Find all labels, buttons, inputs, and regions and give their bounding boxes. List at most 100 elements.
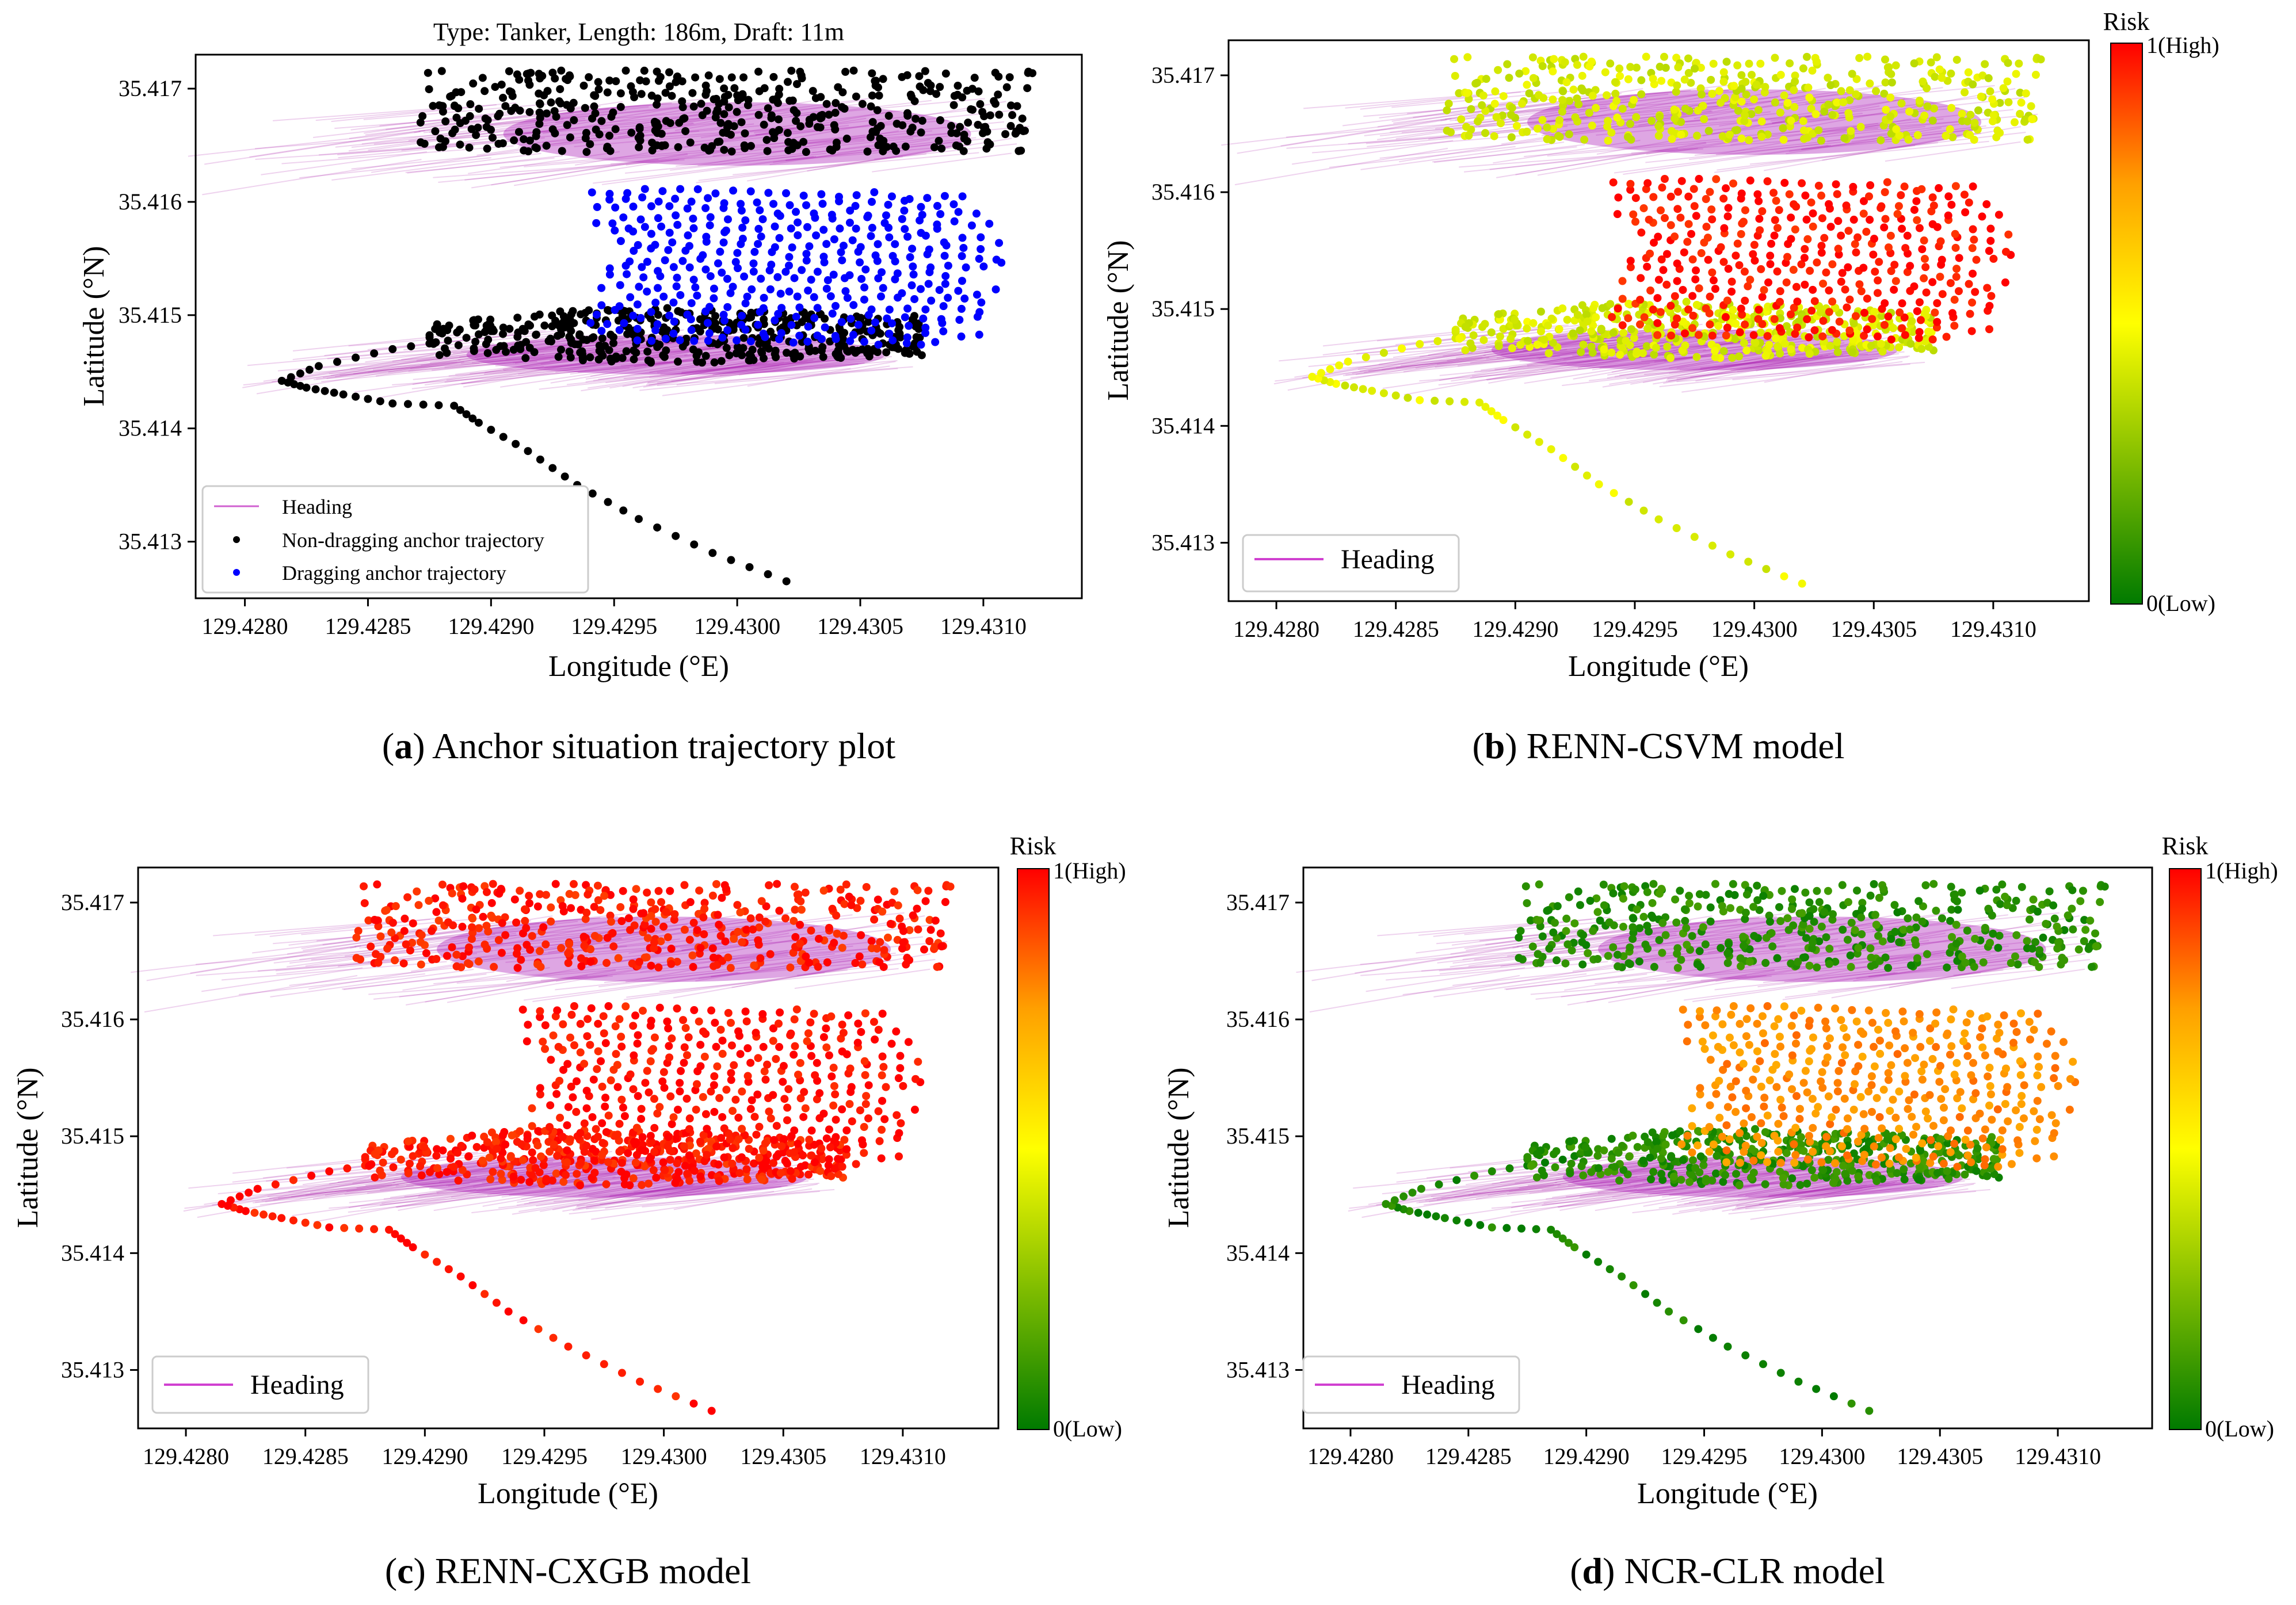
trajectory-point	[905, 194, 914, 203]
trajectory-point	[715, 1177, 723, 1186]
trajectory-point	[710, 358, 719, 367]
trajectory-point	[746, 142, 755, 150]
trajectory-point	[577, 962, 586, 970]
trajectory-point	[828, 309, 837, 318]
trajectory-point	[602, 1128, 611, 1136]
trajectory-point	[681, 1161, 689, 1170]
trajectory-point	[633, 1040, 642, 1048]
trajectory-point	[936, 929, 945, 938]
trajectory-point	[535, 310, 544, 319]
trajectory-point	[1002, 83, 1011, 91]
y-tick-label: 35.417	[61, 889, 124, 915]
heading-line	[1514, 90, 1729, 115]
trajectory-point	[692, 351, 701, 360]
trajectory-point	[673, 220, 682, 229]
trajectory-point	[1717, 98, 1725, 107]
trajectory-point	[390, 1147, 399, 1156]
heading-line	[1638, 94, 1809, 126]
heading-line	[676, 144, 884, 167]
trajectory-point	[650, 938, 659, 947]
trajectory-point	[478, 74, 487, 82]
trajectory-point	[822, 100, 831, 108]
heading-line	[1885, 141, 2021, 162]
trajectory-point	[1691, 275, 1700, 284]
trajectory-point	[791, 933, 800, 941]
trajectory-point	[1737, 71, 1746, 79]
trajectory-point	[1958, 109, 1966, 118]
trajectory-point	[1877, 136, 1885, 144]
trajectory-point	[1727, 287, 1736, 296]
trajectory-point	[802, 250, 811, 258]
trajectory-point	[1528, 53, 1537, 62]
trajectory-point	[1955, 254, 1963, 262]
trajectory-point	[885, 330, 894, 338]
trajectory-point	[1897, 191, 1905, 200]
trajectory-point	[535, 947, 544, 956]
trajectory-point	[472, 905, 480, 914]
trajectory-point	[659, 1158, 668, 1167]
trajectory-point	[972, 291, 981, 299]
heading-line	[1589, 357, 1806, 381]
heading-line	[1391, 101, 1520, 122]
trajectory-point	[715, 75, 724, 83]
heading-line	[1679, 355, 1823, 370]
trajectory-point	[725, 351, 734, 360]
trajectory-point	[720, 84, 729, 93]
trajectory-point	[1946, 279, 1955, 288]
trajectory-point	[692, 1105, 700, 1114]
trajectory-point	[1875, 258, 1883, 266]
trajectory-point	[746, 1105, 755, 1113]
trajectory-point	[1654, 122, 1663, 131]
trajectory-point	[388, 345, 397, 353]
trajectory-point	[901, 142, 910, 151]
trajectory-point	[733, 108, 741, 116]
heading-line	[334, 353, 485, 377]
trajectory-point	[782, 577, 791, 586]
trajectory-point	[525, 343, 534, 352]
trajectory-point	[1658, 184, 1666, 192]
trajectory-point	[444, 337, 452, 345]
trajectory-point	[1826, 223, 1835, 231]
trajectory-point	[1667, 127, 1676, 135]
trajectory-point	[621, 66, 630, 75]
trajectory-point	[620, 1112, 629, 1121]
trajectory-point	[525, 108, 534, 116]
trajectory-point	[734, 1027, 743, 1035]
trajectory-point	[1960, 190, 1969, 199]
trajectory-point	[690, 1006, 699, 1014]
trajectory-point	[935, 286, 944, 295]
trajectory-point	[769, 1037, 777, 1045]
trajectory-point	[2017, 98, 2026, 107]
trajectory-point	[1748, 71, 1756, 79]
trajectory-point	[1989, 254, 1998, 263]
trajectory-point	[1683, 238, 1692, 246]
trajectory-point	[685, 242, 694, 250]
trajectory-point	[590, 931, 599, 940]
trajectory-point	[1833, 338, 1841, 346]
trajectory-point	[777, 304, 786, 312]
heading-line	[647, 363, 859, 384]
trajectory-point	[1845, 96, 1854, 105]
trajectory-point	[825, 110, 833, 119]
trajectory-point	[994, 90, 1002, 99]
trajectory-point	[566, 1135, 574, 1144]
trajectory-point	[1523, 81, 1531, 89]
trajectory-point	[867, 305, 876, 314]
trajectory-point	[1679, 318, 1687, 326]
trajectory-point	[1607, 348, 1616, 357]
trajectory-point	[783, 1159, 791, 1168]
trajectory-point	[597, 1057, 605, 1065]
trajectory-point	[867, 937, 876, 945]
trajectory-point	[893, 120, 901, 128]
trajectory-point	[546, 334, 555, 343]
trajectory-point	[1852, 248, 1860, 257]
trajectory-point	[536, 455, 544, 464]
trajectory-point	[1670, 232, 1679, 241]
trajectory-point	[1892, 125, 1901, 133]
trajectory-point	[913, 886, 922, 895]
trajectory-point	[663, 1142, 672, 1151]
trajectory-point	[520, 146, 528, 155]
heading-line	[1325, 340, 1544, 378]
trajectory-point	[787, 66, 796, 75]
trajectory-point	[607, 330, 615, 339]
